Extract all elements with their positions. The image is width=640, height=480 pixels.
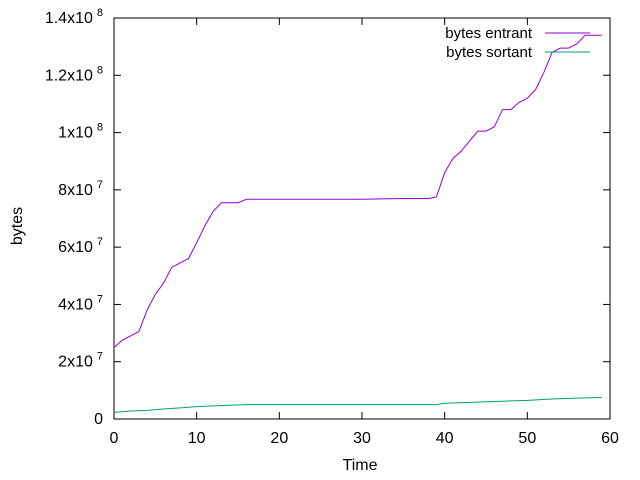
legend: bytes entrant bytes sortant	[445, 25, 590, 61]
plot-area	[113, 17, 611, 420]
x-axis-label: Time	[343, 457, 378, 474]
y-tick-label: 1x10 8	[58, 122, 103, 142]
y-tick-exponent: 8	[97, 7, 103, 19]
x-tick-label: 40	[436, 430, 454, 447]
y-tick-exponent: 7	[97, 293, 103, 305]
y-tick-exponent: 7	[97, 179, 103, 191]
x-tick-label: 10	[188, 430, 206, 447]
x-tick-label: 50	[518, 430, 536, 447]
y-tick-label: 8x10 7	[58, 179, 103, 199]
y-tick-label: 4x10 7	[58, 293, 103, 313]
y-tick-exponent: 7	[97, 236, 103, 248]
y-tick-base: 6x10	[58, 239, 93, 256]
x-tick-label: 60	[601, 430, 619, 447]
series-line-1	[113, 34, 602, 348]
y-tick-base: 2x10	[58, 354, 93, 371]
y-tick-label: 2x10 7	[58, 351, 103, 371]
y-tick-base: 8x10	[58, 182, 93, 199]
x-tick-label: 30	[353, 430, 371, 447]
y-tick-exponent: 7	[97, 351, 103, 363]
y-tick-base: 1x10	[58, 125, 93, 142]
y-tick-base: 0	[94, 411, 103, 428]
series-layer	[113, 34, 602, 413]
y-tick-label: 6x10 7	[58, 236, 103, 256]
x-tick-label: 0	[110, 430, 119, 447]
y-tick-base: 1.2x10	[45, 67, 93, 84]
legend-label-2: bytes sortant	[446, 44, 533, 61]
y-axis-ticks: 0 2x10 7 4x10 7 6x10 7 8x10 7 1x10 8 1.2x10 8 1.4x10 8	[45, 7, 610, 428]
y-axis-label: bytes	[9, 207, 26, 245]
y-tick-label: 1.4x10 8	[45, 7, 103, 27]
y-tick-exponent: 8	[97, 64, 103, 76]
y-tick-label: 0	[94, 411, 103, 428]
legend-label-1: bytes entrant	[445, 25, 533, 42]
y-tick-exponent: 8	[97, 122, 103, 134]
x-axis-ticks: 0 10 20 30 40 50 60	[110, 18, 619, 447]
y-tick-label: 1.2x10 8	[45, 64, 103, 84]
series-line-2	[113, 397, 602, 413]
y-tick-base: 1.4x10	[45, 10, 93, 27]
x-tick-label: 20	[270, 430, 288, 447]
y-tick-base: 4x10	[58, 296, 93, 313]
